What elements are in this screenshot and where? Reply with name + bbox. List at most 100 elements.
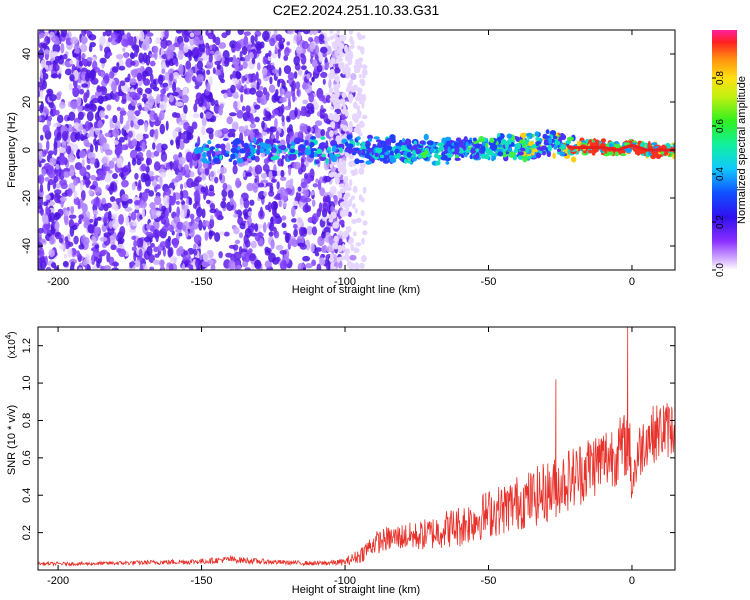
spectrogram-point [320,71,328,78]
snr-y-tick-label: 0.2 [21,525,33,540]
spectrogram-point [248,166,253,173]
spectrogram-band-point [244,153,249,159]
spectrogram-point [178,232,183,237]
spectrogram-point [181,94,189,104]
spectrogram-point [45,60,53,66]
spectrogram-point [334,75,340,82]
spectrogram-band-point [321,153,326,158]
spectrogram-point [108,71,115,79]
spectrogram-point [52,62,57,72]
spectrogram-point [243,198,250,209]
spectrogram-band-point [554,140,561,146]
spectrogram-point [170,139,174,146]
spectrogram-band-point [525,140,529,145]
spectrogram-point [184,229,189,238]
spectrogram-band-point [548,137,553,145]
spectrogram-point [172,129,178,139]
spectrogram-point [303,189,310,198]
spectrogram-point [175,112,181,119]
spectrogram-band-point [570,156,577,163]
spectrogram-point [162,86,166,95]
spectrogram-point [180,112,187,120]
spectrogram-point [299,243,307,250]
spectrogram-point [228,244,235,249]
snr-y-tick-label: 0.4 [21,488,33,503]
spectrogram-point [153,150,160,157]
spectrogram-point [341,92,347,99]
spectrogram-point [96,216,102,221]
spectrogram-point [89,218,94,223]
spectrogram-point [202,162,209,169]
spectrogram-band-point [565,140,571,145]
spectrogram-point [290,218,298,223]
spectrogram-point [52,123,58,128]
spectrogram-point [232,164,238,175]
spectrogram-point [355,242,362,247]
spectrogram-band-point [608,143,614,148]
spectrogram-band-point [531,144,537,149]
spectrogram-point [42,79,47,90]
spectrogram-point [243,35,249,47]
snr-y-tick-label: 1.2 [21,338,33,353]
spectrogram-point [89,144,94,153]
spectrogram-point [163,95,168,104]
spectrogram-point [228,128,236,133]
spectrogram-point [48,52,55,58]
spectrogram-point [141,42,149,51]
spectrogram-point [244,73,249,79]
spectrogram-point [145,54,151,66]
spectrogram-point [336,30,340,36]
spectrogram-point [39,238,46,244]
spectrogram-point [89,157,96,165]
spectrogram-point [256,81,260,90]
spectrogram-band-point [444,145,448,151]
spectrogram-band-point [354,158,360,165]
spectrogram-point [195,257,200,269]
spectrogram-point [153,246,159,253]
spectrogram-point [60,30,68,38]
spectrogram-point [232,213,239,218]
spectrogram-point [208,184,215,192]
spectrogram-band-point [223,153,230,158]
spectrogram-band-point [415,148,422,154]
spectrogram-point [70,205,75,215]
spectrogram-point [319,46,328,54]
spectrogram-band-point [594,139,600,146]
spectrogram-point [64,210,70,216]
spectrogram-point [54,221,60,231]
spectrogram-point [168,94,174,103]
spectrogram-point [329,35,335,40]
spectrogram-point [102,216,110,223]
spectrogram-point [162,82,169,88]
spectrogram-point [100,71,105,78]
spectrogram-point [196,60,204,70]
spectrogram-point [205,48,211,56]
spectrogram-point [349,254,357,261]
spectrogram-point [149,202,156,209]
spectrogram-band-point [508,147,513,153]
spectrogram-band-point [453,141,459,147]
spectrogram-point [58,169,65,181]
spectrogram-point [348,45,352,51]
spectrogram-point [344,192,349,198]
spectrogram-point [276,181,280,190]
spectrogram-band-point [380,148,388,153]
spectrogram-point [240,93,244,103]
spectrogram-point [209,44,213,51]
spectrogram-point [81,234,86,244]
colorbar-ticks: 0.0 0.2 0.4 0.6 0.8 [712,71,726,277]
spectrogram-point [52,104,57,116]
spectrogram-point [245,105,251,113]
spectrogram-point [39,104,44,114]
spectrogram-band-point [520,132,528,138]
spectrogram-point [254,259,262,270]
spectrogram-band-point [402,138,406,143]
spectrogram-point [129,221,133,227]
spectrogram-point [78,88,85,95]
spectrogram-point [110,81,117,92]
spectrogram-point [283,65,292,75]
spectrogram-point [141,207,145,219]
spectrogram-point [134,205,140,210]
spectrogram-point [80,189,86,201]
spectrogram-point [125,58,133,68]
